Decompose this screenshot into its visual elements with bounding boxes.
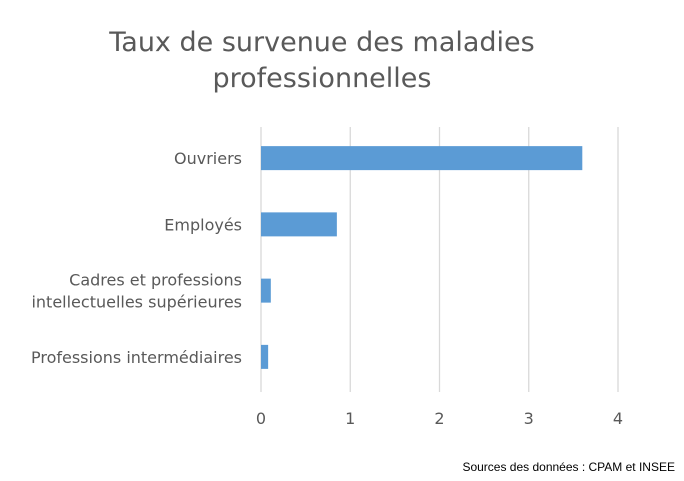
x-tick-label-1: 1 bbox=[345, 409, 355, 428]
category-label-1-0: Employés bbox=[164, 215, 242, 234]
bar-0 bbox=[261, 146, 583, 171]
x-axis-tick-labels: 0 1 2 3 4 bbox=[256, 409, 623, 428]
category-label-3-0: Professions intermédiaires bbox=[31, 348, 242, 367]
x-tick-label-2: 2 bbox=[434, 409, 444, 428]
category-labels: Ouvriers Employés Cadres et professions int… bbox=[31, 149, 242, 367]
source-note: Sources des données : CPAM et INSEE bbox=[462, 460, 675, 474]
bars bbox=[261, 146, 583, 369]
chart-title-line-1: Taux de survenue des maladies bbox=[108, 27, 534, 58]
category-label-2-0: Cadres et professions bbox=[69, 271, 242, 290]
bar-1 bbox=[261, 212, 337, 237]
category-label-0-0: Ouvriers bbox=[174, 149, 242, 168]
x-tick-label-0: 0 bbox=[256, 409, 266, 428]
bar-2 bbox=[261, 278, 271, 303]
bar-3 bbox=[261, 344, 269, 369]
x-tick-label-4: 4 bbox=[613, 409, 623, 428]
category-label-2-1: intellectuelles supérieures bbox=[31, 293, 242, 312]
x-tick-label-3: 3 bbox=[524, 409, 534, 428]
chart-title-line-2: professionnelles bbox=[213, 63, 432, 94]
